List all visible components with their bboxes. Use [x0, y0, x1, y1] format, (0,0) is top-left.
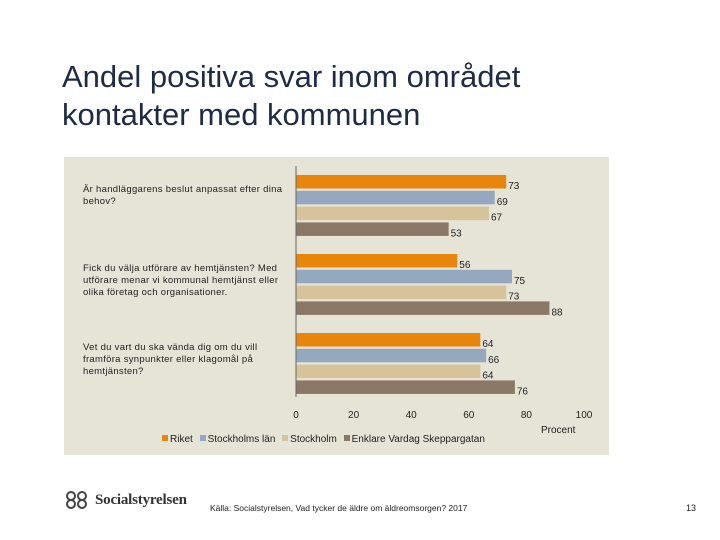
- x-tick-label-20: 20: [348, 410, 360, 421]
- value-label-riket-q2: 56: [459, 260, 471, 271]
- bar-enklare-vardag-q1: [296, 222, 449, 236]
- category-label-3: Vet du vart du ska vända dig om du vill …: [83, 342, 258, 377]
- bar-stockholms-lan-q3: [296, 348, 487, 363]
- bar-riket-q2: [296, 254, 458, 268]
- title-line-1: Andel positiva svar inom området: [62, 59, 521, 94]
- value-label-enklare-vardag-q1: 53: [451, 228, 463, 239]
- bar-stockholm-q1: [296, 206, 489, 221]
- value-label-enklare-vardag-q2: 88: [551, 307, 563, 318]
- value-label-stockholm-q1: 67: [491, 213, 503, 224]
- x-tick-label-100: 100: [576, 410, 593, 421]
- x-tick-label-80: 80: [521, 410, 533, 421]
- value-label-stockholms-lan-q3: 66: [488, 355, 500, 366]
- value-label-stockholm-q2: 73: [508, 292, 520, 303]
- legend-item-stockholms-lan: Stockholms län: [199, 434, 276, 445]
- source-note: Källa: Socialstyrelsen, Vad tycker de äl…: [210, 503, 468, 513]
- x-axis-unit: Procent: [541, 425, 576, 436]
- logo-emblem-icon: [66, 491, 87, 509]
- bar-stockholm-q2: [296, 285, 507, 300]
- bar-stockholms-lan-q2: [296, 269, 512, 284]
- value-label-enklare-vardag-q3: 76: [517, 386, 529, 397]
- value-label-riket-q1: 73: [508, 181, 520, 192]
- legend-item-enklare-vardag: Enklare Vardag Skeppargatan: [343, 434, 485, 445]
- legend-item-riket: Riket: [162, 434, 193, 445]
- socialstyrelsen-logo: Socialstyrelsen: [64, 490, 187, 510]
- legend-swatch-riket: [162, 435, 168, 441]
- legend-swatch-stockholm: [282, 435, 289, 441]
- value-label-stockholms-lan-q1: 69: [497, 197, 509, 208]
- x-tick-label-60: 60: [463, 410, 475, 421]
- slide-title: Andel positiva svar inom området kontakt…: [62, 58, 682, 134]
- value-label-riket-q3: 64: [482, 339, 494, 350]
- legend-swatch-stockholms-lan: [199, 435, 206, 441]
- legend-label-riket: Riket: [170, 434, 193, 445]
- legend-label-stockholm: Stockholm: [290, 434, 337, 445]
- value-label-stockholm-q3: 64: [482, 371, 494, 382]
- legend-label-enklare-vardag: Enklare Vardag Skeppargatan: [351, 434, 485, 445]
- legend-swatch-enklare-vardag: [343, 435, 350, 441]
- value-label-stockholms-lan-q2: 75: [514, 276, 526, 287]
- bar-stockholms-lan-q1: [296, 190, 495, 205]
- x-tick-label-40: 40: [406, 410, 418, 421]
- bar-stockholm-q3: [296, 364, 481, 379]
- legend: Riket Stockholms län Stockholm Enklare V…: [162, 434, 489, 445]
- page-number: 13: [686, 503, 697, 513]
- x-tick-label-0: 0: [293, 410, 299, 421]
- bar-riket-q1: [296, 175, 507, 189]
- logo-text: Socialstyrelsen: [95, 491, 187, 508]
- category-label-1: Är handläggarens beslut anpassat efter d…: [83, 184, 283, 207]
- bar-riket-q3: [296, 333, 481, 347]
- bar-enklare-vardag-q2: [296, 301, 550, 315]
- legend-item-stockholm: Stockholm: [282, 434, 337, 445]
- category-label-2: Fick du välja utförare av hemtjänsten? M…: [83, 263, 279, 298]
- bar-enklare-vardag-q3: [296, 380, 515, 394]
- legend-label-stockholms-lan: Stockholms län: [207, 434, 276, 445]
- title-line-2: kontakter med kommunen: [62, 97, 421, 132]
